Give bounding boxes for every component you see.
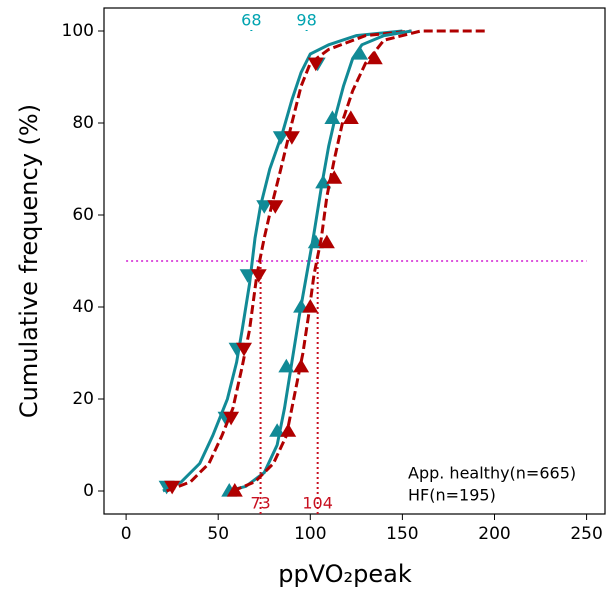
- y-tick-label: 0: [83, 481, 94, 501]
- y-tick-label: 100: [62, 21, 94, 41]
- marker: [280, 423, 297, 437]
- marker: [267, 200, 284, 214]
- marker: [269, 423, 286, 437]
- marker: [307, 57, 324, 72]
- y-tick-label: 80: [72, 113, 94, 133]
- x-tick-label: 0: [121, 524, 132, 544]
- marker: [226, 483, 243, 497]
- marker: [324, 110, 341, 124]
- marker: [278, 358, 295, 373]
- series-line: [227, 29, 412, 493]
- series-line: [162, 29, 403, 493]
- marker: [352, 46, 369, 60]
- reference-label: 68: [241, 11, 261, 30]
- marker: [250, 269, 267, 283]
- marker: [293, 358, 310, 373]
- marker: [326, 170, 343, 184]
- x-tick-label: 200: [478, 524, 510, 544]
- marker: [366, 50, 383, 65]
- marker: [342, 110, 359, 124]
- marker: [239, 269, 256, 283]
- marker: [283, 131, 300, 145]
- x-axis-label: ppVO₂peak: [278, 560, 412, 588]
- marker: [235, 342, 252, 357]
- x-tick-label: 50: [207, 524, 229, 544]
- marker: [164, 480, 181, 495]
- marker: [315, 174, 332, 189]
- marker: [223, 411, 240, 426]
- y-axis-label: Cumulative frequency (%): [15, 104, 43, 418]
- x-tick-label: 250: [570, 524, 602, 544]
- reference-label: 98: [296, 11, 316, 30]
- x-tick-label: 100: [294, 524, 326, 544]
- reference-label: 104: [302, 494, 333, 513]
- legend-label: HF(n=195): [408, 486, 496, 505]
- x-tick-label: 150: [386, 524, 418, 544]
- marker: [318, 234, 335, 249]
- y-tick-label: 20: [72, 389, 94, 409]
- marker: [256, 200, 273, 214]
- plot-frame: [103, 7, 606, 515]
- legend-label: App. healthy(n=665): [408, 464, 576, 483]
- marker: [272, 131, 289, 145]
- series-line: [232, 29, 486, 493]
- y-tick-label: 40: [72, 297, 94, 317]
- reference-label: 73: [250, 494, 270, 513]
- marker: [302, 299, 319, 313]
- y-tick-label: 60: [72, 205, 94, 225]
